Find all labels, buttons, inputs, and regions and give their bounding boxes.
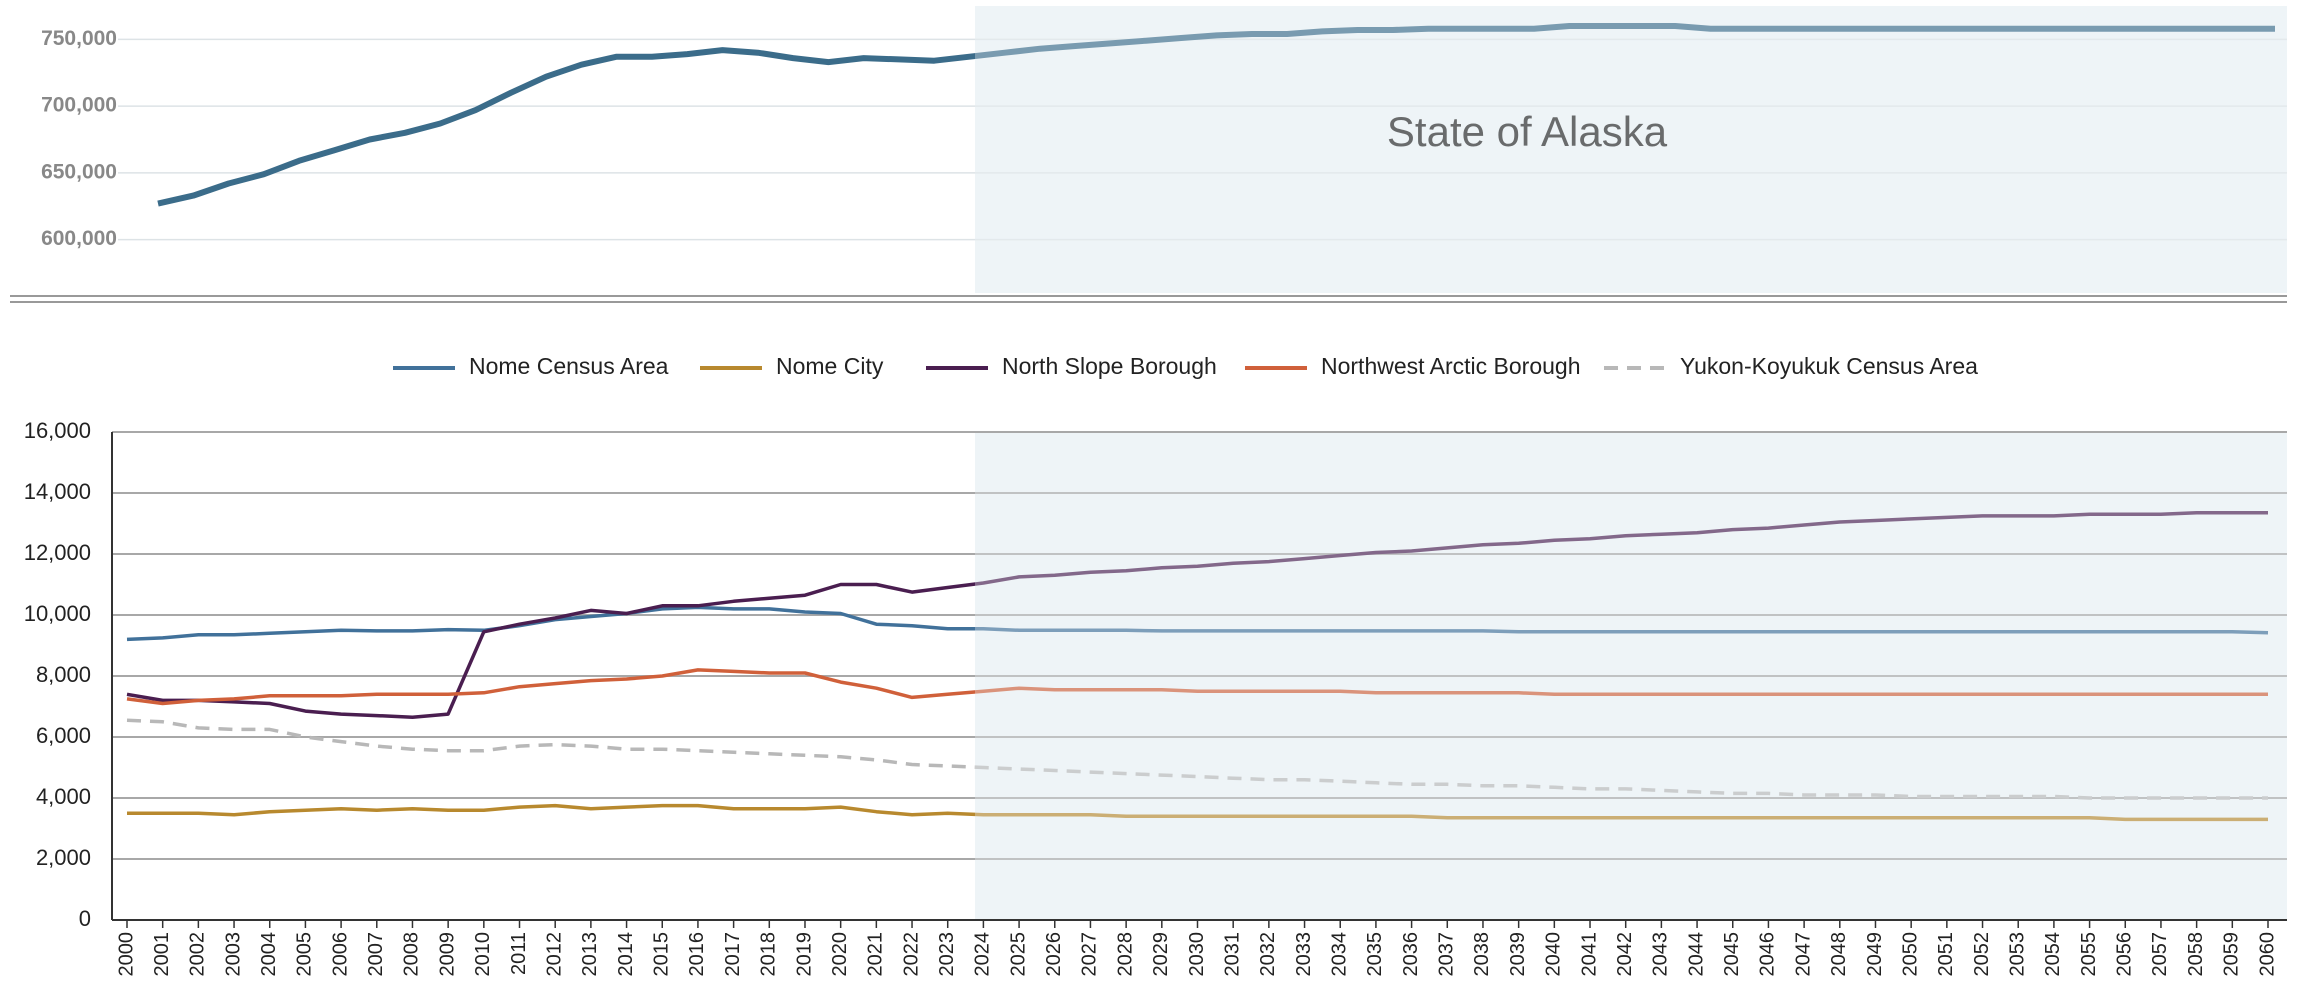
x-tick-label: 2023 bbox=[936, 932, 958, 977]
legend-label: North Slope Borough bbox=[1002, 353, 1217, 379]
x-tick-label: 2018 bbox=[758, 932, 780, 977]
x-tick-label: 2057 bbox=[2149, 932, 2171, 977]
x-tick-label: 2032 bbox=[1257, 932, 1279, 977]
y-tick-label: 0 bbox=[79, 906, 91, 931]
y-tick-label: 700,000 bbox=[41, 94, 117, 117]
x-tick-label: 2038 bbox=[1471, 932, 1493, 977]
y-tick-label: 4,000 bbox=[36, 784, 91, 809]
y-tick-label: 750,000 bbox=[41, 27, 117, 50]
x-tick-label: 2033 bbox=[1293, 932, 1315, 977]
x-tick-label: 2047 bbox=[1792, 932, 1814, 977]
x-tick-label: 2056 bbox=[2114, 932, 2136, 977]
x-tick-label: 2011 bbox=[508, 932, 530, 975]
x-tick-label: 2037 bbox=[1436, 932, 1458, 977]
x-tick-label: 2014 bbox=[615, 932, 637, 977]
annotation: State of Alaska bbox=[1387, 108, 1668, 155]
projection-overlay bbox=[975, 433, 2287, 919]
x-tick-label: 2034 bbox=[1329, 932, 1351, 977]
x-tick-label: 2020 bbox=[829, 932, 851, 977]
x-tick-label: 2052 bbox=[1971, 932, 1993, 977]
y-tick-label: 2,000 bbox=[36, 845, 91, 870]
x-tick-label: 2058 bbox=[2185, 932, 2207, 977]
x-tick-label: 2013 bbox=[579, 932, 601, 977]
y-tick-label: 650,000 bbox=[41, 160, 117, 183]
x-tick-label: 2060 bbox=[2256, 932, 2278, 977]
x-tick-label: 2035 bbox=[1364, 932, 1386, 977]
x-tick-label: 2030 bbox=[1186, 932, 1208, 977]
projection-band bbox=[975, 6, 2287, 293]
legend-label: Nome City bbox=[776, 353, 884, 379]
x-tick-label: 2046 bbox=[1757, 932, 1779, 977]
plots: 600,000 650,000 700,000 750,000 State of Ala… bbox=[24, 6, 2287, 977]
x-tick-label: 2053 bbox=[2006, 932, 2028, 977]
x-tick-label: 2002 bbox=[187, 932, 209, 977]
y-tick-label: 16,000 bbox=[24, 418, 91, 443]
x-tick-label: 2007 bbox=[365, 932, 387, 977]
x-tick-label: 2015 bbox=[651, 932, 673, 977]
x-tick-label: 2008 bbox=[401, 932, 423, 977]
x-tick-label: 2024 bbox=[972, 932, 994, 977]
x-tick-label: 2009 bbox=[436, 932, 458, 977]
series-line bbox=[126, 511, 2268, 719]
x-tick-label: 2027 bbox=[1079, 932, 1101, 977]
x-tick-label: 2000 bbox=[115, 932, 137, 977]
x-tick-label: 2036 bbox=[1400, 932, 1422, 977]
x-tick-label: 2042 bbox=[1614, 932, 1636, 977]
legend-label: Nome Census Area bbox=[469, 353, 669, 379]
x-tick-label: 2006 bbox=[329, 932, 351, 977]
x-tick-label: 2025 bbox=[1007, 932, 1029, 977]
x-tick-label: 2012 bbox=[543, 932, 565, 977]
y-tick-label: 10,000 bbox=[24, 601, 91, 626]
legend-label: Yukon-Koyukuk Census Area bbox=[1680, 353, 1978, 379]
y-tick-label: 8,000 bbox=[36, 662, 91, 687]
y-tick-label: 14,000 bbox=[24, 479, 91, 504]
legend-label: Northwest Arctic Borough bbox=[1321, 353, 1581, 379]
x-tick-label: 2029 bbox=[1150, 932, 1172, 977]
x-tick-label: 2043 bbox=[1650, 932, 1672, 977]
x-tick-label: 2010 bbox=[472, 932, 494, 977]
x-tick-label: 2050 bbox=[1899, 932, 1921, 977]
x-tick-label: 2001 bbox=[151, 932, 173, 977]
x-tick-label: 2026 bbox=[1043, 932, 1065, 977]
x-tick-label: 2017 bbox=[722, 932, 744, 977]
x-tick-label: 2045 bbox=[1721, 932, 1743, 977]
series-line bbox=[126, 718, 2268, 800]
x-tick-label: 2022 bbox=[900, 932, 922, 977]
x-tick-label: 2031 bbox=[1221, 932, 1243, 977]
x-tick-label: 2005 bbox=[294, 932, 316, 977]
x-tick-label: 2003 bbox=[222, 932, 244, 977]
x-tick-label: 2028 bbox=[1114, 932, 1136, 977]
x-tick-label: 2041 bbox=[1578, 932, 1600, 977]
x-tick-label: 2051 bbox=[1935, 932, 1957, 977]
y-tick-label: 12,000 bbox=[24, 540, 91, 565]
x-tick-label: 2039 bbox=[1507, 932, 1529, 977]
x-tick-label: 2049 bbox=[1864, 932, 1886, 977]
series-line bbox=[157, 23, 2275, 207]
x-tick-label: 2021 bbox=[865, 932, 887, 977]
x-tick-label: 2054 bbox=[2042, 932, 2064, 977]
x-tick-label: 2004 bbox=[258, 932, 280, 977]
x-tick-label: 2040 bbox=[1543, 932, 1565, 977]
x-tick-label: 2059 bbox=[2221, 932, 2243, 977]
series-line bbox=[127, 803, 2268, 822]
x-tick-label: 2044 bbox=[1685, 932, 1707, 977]
y-tick-label: 6,000 bbox=[36, 723, 91, 748]
x-tick-label: 2048 bbox=[1828, 932, 1850, 977]
x-tick-label: 2016 bbox=[686, 932, 708, 977]
x-tick-label: 2019 bbox=[793, 932, 815, 977]
x-tick-label: 2055 bbox=[2078, 932, 2100, 977]
projection-overlay bbox=[975, 6, 2287, 293]
y-tick-label: 600,000 bbox=[41, 227, 117, 250]
series-line bbox=[126, 668, 2268, 706]
